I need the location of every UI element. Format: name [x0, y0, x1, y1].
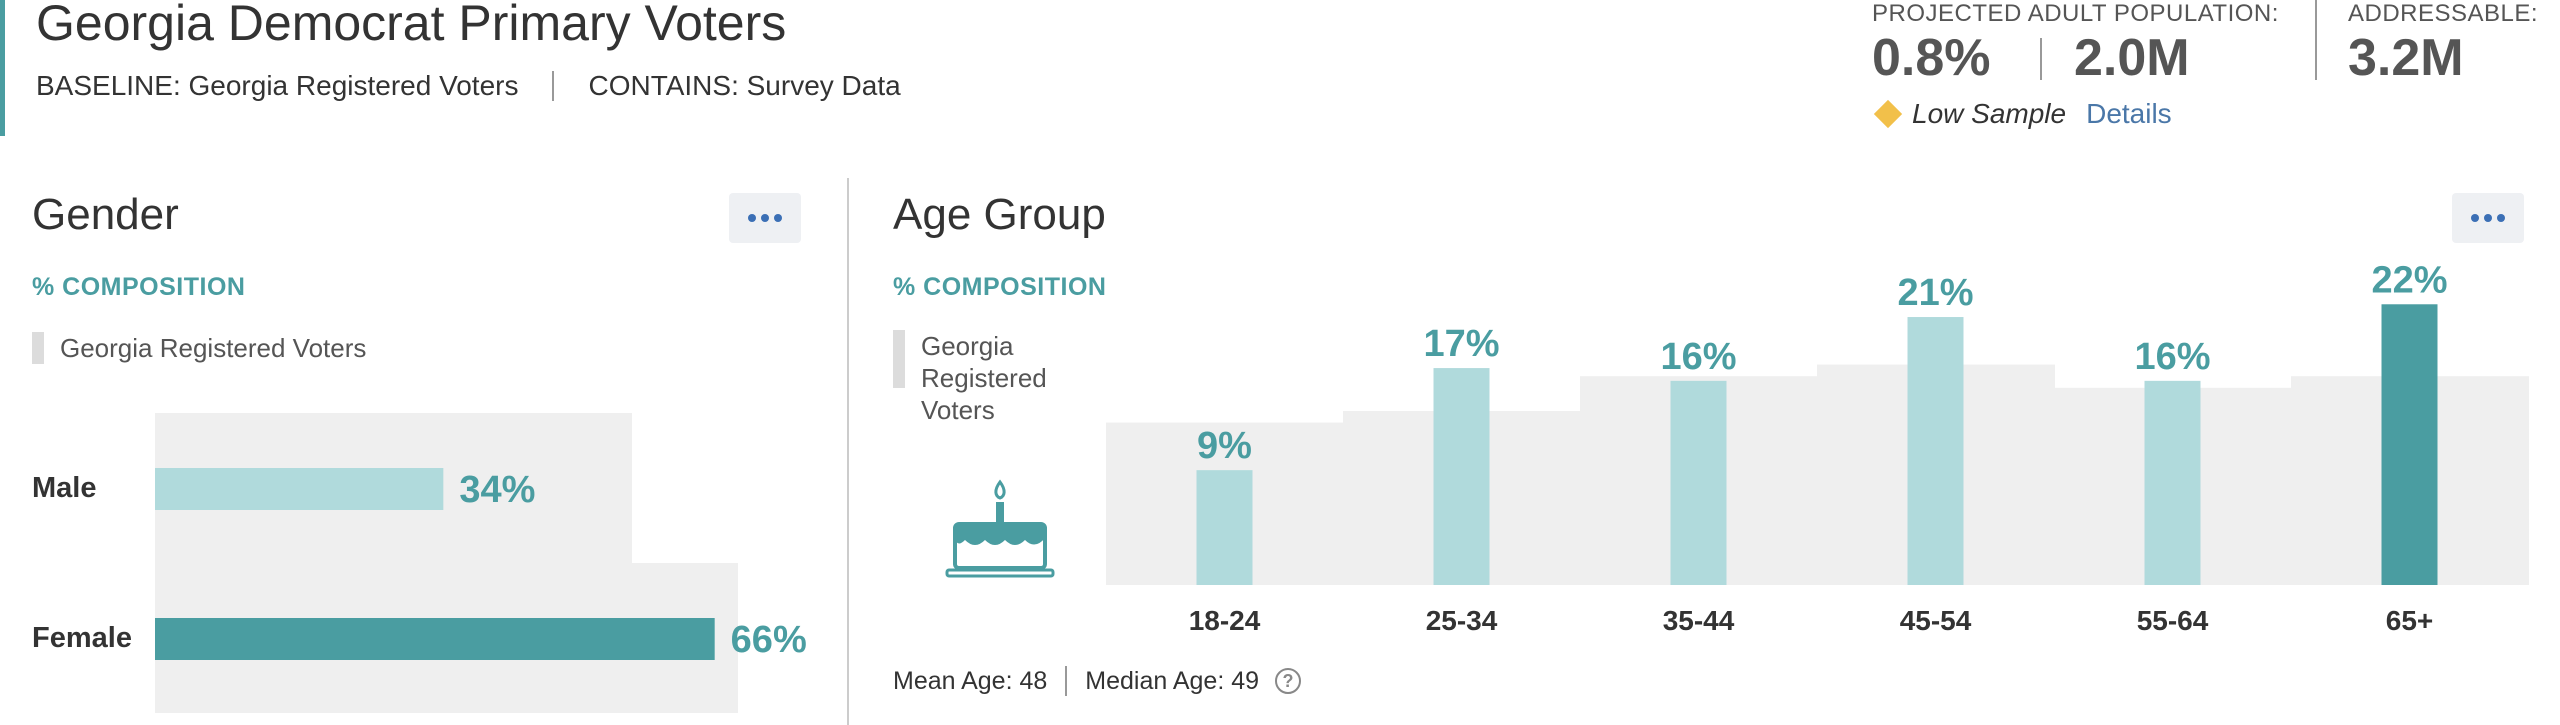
legend-swatch	[32, 332, 44, 364]
age-composition-label: % COMPOSITION	[893, 273, 1107, 301]
age-category-label-25-34: 25-34	[1426, 605, 1498, 636]
age-more-button[interactable]	[2452, 193, 2524, 243]
age-category-label-65+: 65+	[2386, 605, 2434, 636]
gender-bar-female[interactable]	[155, 618, 715, 660]
projected-population-percent: 0.8%	[1872, 29, 1991, 87]
low-sample-indicator: Low Sample Details	[1872, 98, 2172, 130]
age-bar-25-34[interactable]	[1433, 368, 1490, 585]
more-dot	[2497, 214, 2505, 222]
gender-value-label-male: 34%	[459, 469, 535, 511]
stat-divider	[2040, 38, 2042, 80]
addressable-label: ADDRESSABLE:	[2348, 0, 2539, 27]
projected-population-label: PROJECTED ADULT POPULATION:	[1872, 0, 2279, 27]
gender-panel-title: Gender	[32, 190, 179, 239]
age-value-label-65+: 22%	[2371, 259, 2447, 301]
stat-divider	[2315, 0, 2317, 80]
age-category-label-55-64: 55-64	[2137, 605, 2209, 636]
gender-more-button[interactable]	[729, 193, 801, 243]
mean-age: Mean Age: 48	[893, 666, 1048, 695]
gender-legend-label: Georgia Registered Voters	[60, 333, 367, 363]
median-age: Median Age: 49	[1085, 666, 1260, 695]
more-dot	[774, 214, 782, 222]
gender-category-female: Female	[32, 622, 132, 654]
more-dot	[2484, 214, 2492, 222]
age-value-label-35-44: 16%	[1660, 336, 1736, 378]
more-horizontal-icon	[748, 214, 756, 222]
gender-bar-male[interactable]	[155, 468, 444, 510]
subtitle-divider	[552, 71, 555, 101]
age-legend-line: Voters	[921, 395, 995, 425]
gender-category-male: Male	[32, 472, 97, 504]
age-category-label-45-54: 45-54	[1900, 605, 1972, 636]
more-dot	[761, 214, 769, 222]
age-legend-line: Georgia	[921, 331, 1014, 361]
age-value-label-25-34: 17%	[1423, 323, 1499, 365]
projected-population-count: 2.0M	[2074, 29, 2190, 87]
age-bar-18-24[interactable]	[1196, 470, 1253, 585]
gender-legend: Georgia Registered Voters	[32, 332, 366, 364]
stats-panel: PROJECTED ADULT POPULATION: 0.8% 2.0M AD…	[1872, 0, 2560, 140]
age-bar-45-54[interactable]	[1907, 317, 1964, 585]
details-link[interactable]: Details	[2086, 98, 2172, 129]
addressable-count: 3.2M	[2348, 29, 2464, 87]
age-value-label-55-64: 16%	[2134, 336, 2210, 378]
age-legend-label: Georgia Registered Voters	[921, 330, 1047, 426]
more-horizontal-icon	[2471, 214, 2479, 222]
header-accent-bar	[0, 0, 5, 136]
help-icon[interactable]: ?	[1275, 668, 1302, 694]
age-value-label-18-24: 9%	[1197, 425, 1252, 467]
gender-chart: 34% 66%	[155, 413, 807, 713]
panel-divider	[847, 178, 849, 725]
age-bar-35-44[interactable]	[1670, 380, 1727, 585]
age-bar-65+[interactable]	[2381, 304, 2438, 585]
birthday-cake-icon	[945, 479, 1055, 578]
age-bar-55-64[interactable]	[2144, 380, 2201, 585]
age-panel-title: Age Group	[893, 190, 1106, 239]
age-category-label-35-44: 35-44	[1663, 605, 1735, 636]
gender-composition-label: % COMPOSITION	[32, 273, 246, 301]
legend-swatch	[893, 330, 905, 388]
age-legend: Georgia Registered Voters	[893, 330, 1047, 426]
baseline-label: BASELINE: Georgia Registered Voters	[36, 70, 519, 101]
gender-value-label-female: 66%	[731, 619, 807, 661]
page-title: Georgia Democrat Primary Voters	[36, 0, 787, 51]
age-footer: Mean Age: 48 Median Age: 49 ?	[893, 666, 1302, 696]
age-category-label-18-24: 18-24	[1189, 605, 1261, 636]
header-subtitle: BASELINE: Georgia Registered Voters CONT…	[36, 70, 901, 102]
contains-label: CONTAINS: Survey Data	[588, 70, 901, 101]
age-legend-line: Registered	[921, 363, 1047, 393]
footer-divider	[1065, 666, 1068, 696]
age-value-label-45-54: 21%	[1897, 272, 1973, 314]
low-sample-label: Low Sample	[1912, 98, 2067, 129]
